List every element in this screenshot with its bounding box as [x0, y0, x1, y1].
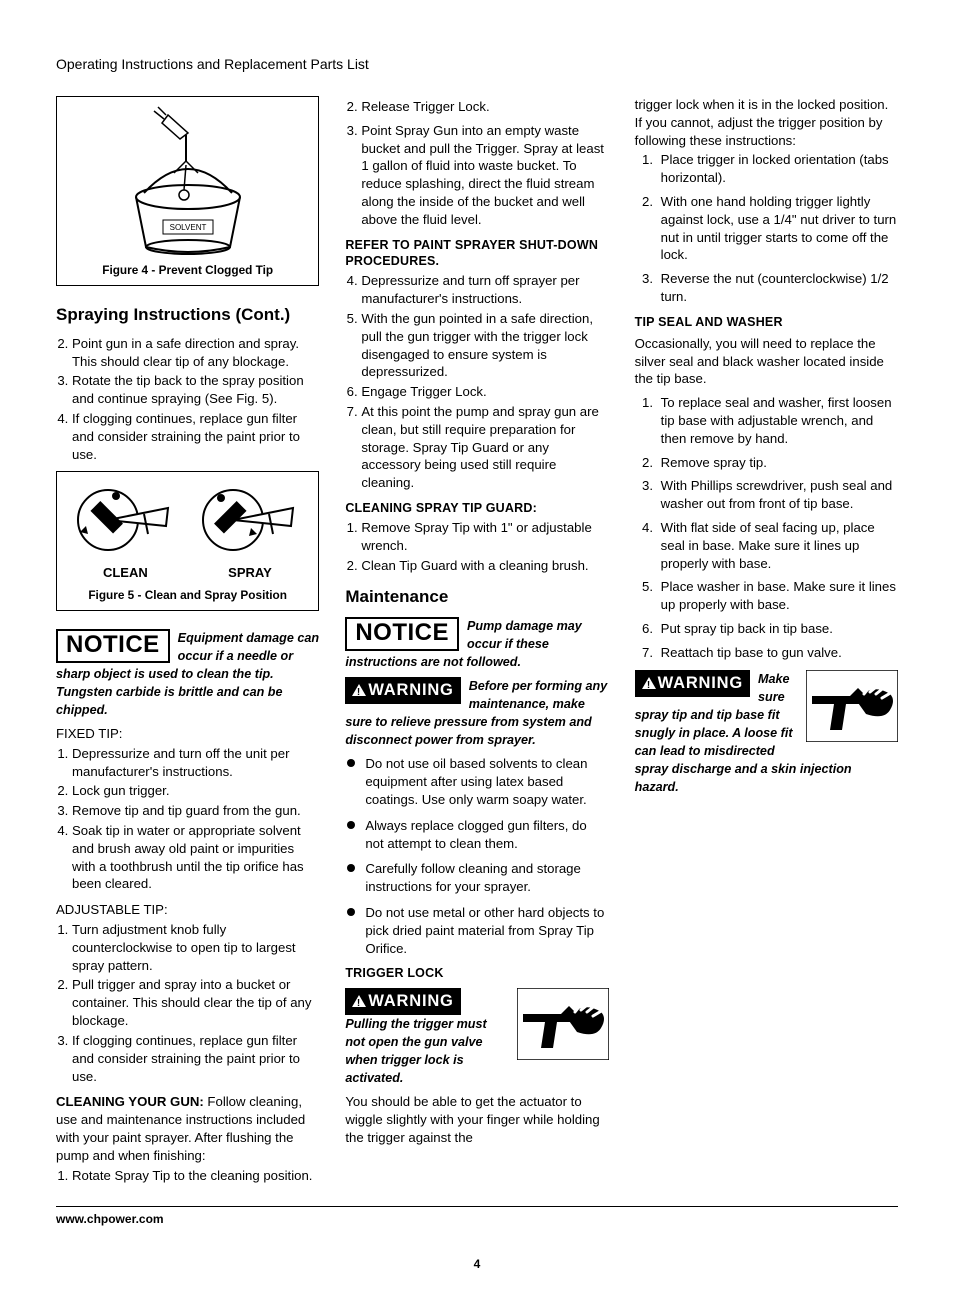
adjustable-tip-step: If clogging continues, replace gun filte… [72, 1032, 319, 1085]
figure-5-spray-label: SPRAY [195, 564, 305, 582]
trigger-lock-step: Reverse the nut (counterclockwise) 1/2 t… [657, 270, 898, 306]
maintenance-title: Maintenance [345, 586, 608, 609]
columns: SOLVENT Figure 4 - Prevent Clogged Tip S… [56, 96, 898, 1193]
fixed-tip-label: FIXED TIP: [56, 725, 319, 743]
figure-5-clean-illustration [70, 480, 180, 560]
warning-triangle-icon: ! [352, 995, 366, 1007]
trigger-lock-step: Place trigger in locked orientation (tab… [657, 151, 898, 187]
cleaning-gun-steps-first: Rotate Spray Tip to the cleaning positio… [56, 1167, 319, 1185]
svg-text:!: ! [357, 998, 361, 1007]
tip-seal-step: Remove spray tip. [657, 454, 898, 472]
cleaning-tip-guard-step: Clean Tip Guard with a cleaning brush. [361, 557, 608, 575]
page-number: 4 [56, 1256, 898, 1272]
adjustable-tip-steps: Turn adjustment knob fully counterclockw… [56, 921, 319, 1085]
figure-5-spray-illustration [195, 480, 305, 560]
tip-seal-step: To replace seal and washer, first loosen… [657, 394, 898, 447]
figure-4-solvent-label: SOLVENT [169, 223, 206, 232]
tip-seal-step: With Phillips screwdriver, push seal and… [657, 477, 898, 513]
figure-5-box: CLEAN SPRAY [56, 471, 319, 610]
notice-label: NOTICE [56, 629, 170, 663]
trigger-lock-illustration [517, 988, 609, 1065]
figure-5-caption: Figure 5 - Clean and Spray Position [63, 588, 312, 604]
refer-subhead: REFER TO PAINT SPRAYER SHUT-DOWN PROCEDU… [345, 237, 608, 271]
warning-callout-1: ! WARNING Before per forming any mainten… [345, 677, 608, 749]
maintenance-bullets: Do not use oil based solvents to clean e… [345, 755, 608, 957]
trigger-lock-subhead: TRIGGER LOCK [345, 965, 608, 982]
tip-seal-step: Put spray tip back in tip base. [657, 620, 898, 638]
column-3: trigger lock when it is in the locked po… [635, 96, 898, 1193]
warning-triangle-icon: ! [352, 684, 366, 696]
trigger-lock-warning: Pulling the trigger must not open the gu… [345, 1017, 486, 1085]
page-root: Operating Instructions and Replacement P… [0, 0, 954, 1302]
figure-5-clean: CLEAN [70, 480, 180, 582]
spraying-step: Rotate the tip back to the spray positio… [72, 372, 319, 408]
spraying-step: If clogging continues, replace gun filte… [72, 410, 319, 463]
tip-seal-step: Reattach tip base to gun valve. [657, 644, 898, 662]
spraying-step: Point gun in a safe direction and spray.… [72, 335, 319, 371]
svg-text:!: ! [357, 687, 361, 696]
tip-seal-step: With flat side of seal facing up, place … [657, 519, 898, 572]
column-1: SOLVENT Figure 4 - Prevent Clogged Tip S… [56, 96, 319, 1193]
tip-seal-steps: To replace seal and washer, first loosen… [635, 394, 898, 662]
maintenance-bullet: Do not use metal or other hard objects t… [345, 904, 608, 957]
cleaning-gun-para: CLEANING YOUR GUN: Follow cleaning, use … [56, 1093, 319, 1164]
refer-steps: Depressurize and turn off sprayer per ma… [345, 272, 608, 492]
fixed-tip-step: Remove tip and tip guard from the gun. [72, 802, 319, 820]
page-header: Operating Instructions and Replacement P… [56, 55, 898, 74]
refer-step: At this point the pump and spray gun are… [361, 403, 608, 492]
cleaning-gun-steps-cont: Release Trigger Lock. Point Spray Gun in… [345, 98, 608, 229]
trigger-lock-cont: trigger lock when it is in the locked po… [635, 96, 898, 149]
spraying-steps: Point gun in a safe direction and spray.… [56, 335, 319, 464]
adjustable-tip-label: ADJUSTABLE TIP: [56, 901, 319, 919]
fixed-tip-steps: Depressurize and turn off the unit per m… [56, 745, 319, 894]
figure-4-box: SOLVENT Figure 4 - Prevent Clogged Tip [56, 96, 319, 286]
refer-step: With the gun pointed in a safe direction… [361, 310, 608, 381]
figure-5-clean-label: CLEAN [70, 564, 180, 582]
refer-step: Depressurize and turn off sprayer per ma… [361, 272, 608, 308]
figure-5-spray: SPRAY [195, 480, 305, 582]
warning-triangle-icon: ! [642, 677, 656, 689]
refer-step: Engage Trigger Lock. [361, 383, 608, 401]
trigger-lock-steps: Place trigger in locked orientation (tab… [635, 151, 898, 306]
cleaning-gun-step: Rotate Spray Tip to the cleaning positio… [72, 1167, 319, 1185]
adjustable-tip-step: Pull trigger and spray into a bucket or … [72, 976, 319, 1029]
figure-4-caption: Figure 4 - Prevent Clogged Tip [63, 263, 312, 279]
fixed-tip-step: Soak tip in water or appropriate solvent… [72, 822, 319, 893]
warning-callout-2: ! WARNING Pulling the trigger must not o… [345, 988, 608, 1087]
figure-4-illustration: SOLVENT [108, 105, 268, 257]
warning-label: ! WARNING [345, 988, 460, 1015]
cleaning-tip-guard-subhead: CLEANING SPRAY TIP GUARD: [345, 500, 608, 517]
trigger-lock-text: You should be able to get the actuator t… [345, 1093, 608, 1146]
fixed-tip-step: Lock gun trigger. [72, 782, 319, 800]
adjustable-tip-step: Turn adjustment knob fully counterclockw… [72, 921, 319, 974]
footer-url: www.chpower.com [56, 1206, 898, 1227]
cleaning-tip-guard-steps: Remove Spray Tip with 1" or adjustable w… [345, 519, 608, 574]
trigger-lock-step: With one hand holding trigger lightly ag… [657, 193, 898, 264]
maintenance-bullet: Always replace clogged gun filters, do n… [345, 817, 608, 853]
maintenance-bullet: Carefully follow cleaning and storage in… [345, 860, 608, 896]
tip-seal-intro: Occasionally, you will need to replace t… [635, 335, 898, 388]
cleaning-tip-guard-step: Remove Spray Tip with 1" or adjustable w… [361, 519, 608, 555]
cleaning-gun-step: Point Spray Gun into an empty waste buck… [361, 122, 608, 229]
maintenance-bullet: Do not use oil based solvents to clean e… [345, 755, 608, 808]
warning-label: ! WARNING [635, 670, 750, 697]
column-2: Release Trigger Lock. Point Spray Gun in… [345, 96, 608, 1193]
warning-callout-3: ! WARNING Make sure spray tip and tip ba… [635, 670, 898, 796]
tip-seal-subhead: TIP SEAL AND WASHER [635, 314, 898, 331]
cleaning-gun-step: Release Trigger Lock. [361, 98, 608, 116]
final-warning-illustration [806, 670, 898, 747]
cleaning-gun-label: CLEANING YOUR GUN: [56, 1094, 204, 1109]
notice-callout-2: NOTICE Pump damage may occur if these in… [345, 617, 608, 671]
warning-label: ! WARNING [345, 677, 460, 704]
tip-seal-step: Place washer in base. Make sure it lines… [657, 578, 898, 614]
notice-label: NOTICE [345, 617, 459, 651]
spraying-title: Spraying Instructions (Cont.) [56, 304, 319, 327]
notice-callout-1: NOTICE Equipment damage can occur if a n… [56, 629, 319, 719]
svg-text:!: ! [647, 680, 651, 689]
fixed-tip-step: Depressurize and turn off the unit per m… [72, 745, 319, 781]
